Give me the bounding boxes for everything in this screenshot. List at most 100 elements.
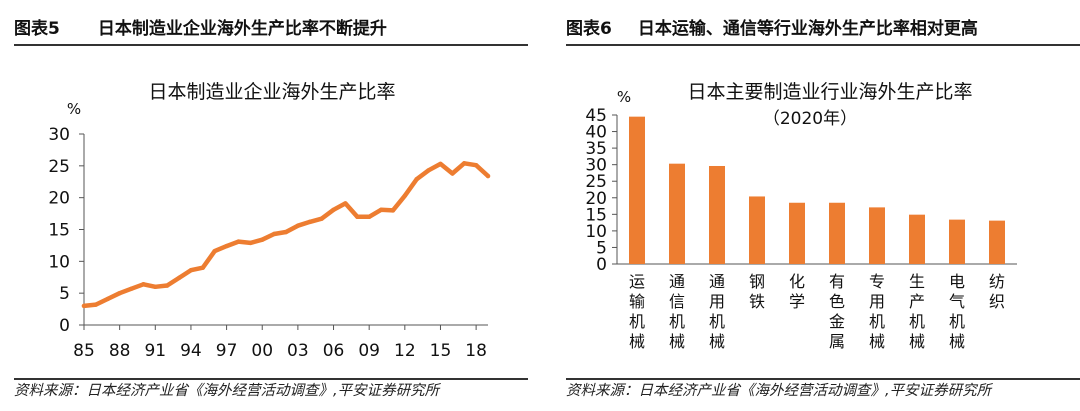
x-tick-label: 91: [144, 341, 166, 361]
line-data-point: [224, 243, 229, 249]
line-data-point: [366, 214, 372, 219]
category-label: 电气机械: [949, 272, 965, 351]
bar: [669, 163, 685, 264]
bar-chart-title: 日本主要制造业行业海外生产比率: [687, 81, 972, 103]
line-chart-title: 日本制造业企业海外生产比率: [148, 81, 395, 103]
x-tick-label: 88: [109, 341, 131, 361]
line-data-point: [188, 268, 194, 273]
line-data-point: [390, 208, 396, 213]
y-tick-label: 5: [59, 284, 70, 304]
line-data-point: [307, 219, 312, 225]
line-data-point: [485, 173, 491, 179]
x-tick-label: 94: [180, 341, 202, 361]
y-tick-label: 20: [585, 189, 607, 209]
figure-5-panel: 图表5 日本制造业企业海外生产比率不断提升 日本制造业企业海外生产比率 % 0 5 1…: [0, 0, 528, 411]
x-tick-label: 85: [73, 341, 95, 361]
category-label: 专用机械: [869, 272, 885, 351]
line-chart: 日本制造业企业海外生产比率 % 0 5 10 15 20 25 30 85 88 91 94 97 0…: [48, 81, 491, 361]
y-tick-label: 30: [48, 125, 70, 145]
category-label: 运输机械: [629, 272, 645, 351]
x-tick-label: 18: [465, 341, 487, 361]
line-data-point: [93, 302, 99, 307]
category-label: 生产机械: [909, 272, 925, 351]
line-chart-y-ticks: 0 5 10 15 20 25 30: [48, 125, 84, 336]
bar-chart-bars: [629, 116, 1005, 265]
category-label: 通用机械: [709, 272, 725, 351]
category-label: 有色金属: [829, 272, 845, 351]
line-chart-series: [81, 161, 491, 309]
y-tick-label: 30: [585, 156, 607, 176]
x-tick-label: 06: [323, 341, 345, 361]
y-tick-label: 35: [585, 139, 607, 159]
y-tick-label: 15: [585, 205, 607, 225]
line-data-point: [176, 275, 182, 281]
bar-chart-y-unit: %: [617, 88, 631, 106]
y-tick-label: 0: [59, 316, 70, 336]
x-tick-label: 12: [394, 341, 416, 361]
line-data-point: [343, 201, 348, 206]
bar: [789, 202, 805, 264]
line-data-point: [414, 177, 419, 182]
line-data-point: [462, 161, 467, 166]
y-tick-label: 40: [585, 123, 607, 143]
line-data-point: [402, 193, 408, 198]
bar-chart: 日本主要制造业行业海外生产比率 （2020年） % 05101520253035…: [585, 81, 1017, 351]
line-data-point: [355, 214, 360, 219]
line-data-point: [117, 290, 122, 296]
figure-6-source: 资料来源：日本经济产业省《海外经营活动调查》,平安证券研究所: [566, 378, 1080, 402]
figure-5-title: 日本制造业企业海外生产比率不断提升: [97, 19, 387, 39]
line-data-point: [331, 207, 336, 212]
x-tick-label: 09: [358, 341, 380, 361]
line-data-point: [153, 284, 158, 289]
bar: [909, 214, 925, 264]
line-chart-x-ticks: 85 88 91 94 97 00 03 06 09 12 15 18: [73, 325, 487, 361]
line-data-point: [164, 283, 170, 288]
y-tick-label: 25: [585, 172, 607, 192]
line-data-point: [319, 216, 324, 221]
category-label: 钢铁: [749, 272, 765, 311]
y-tick-label: 5: [596, 238, 607, 258]
line-data-point: [283, 229, 289, 235]
line-data-point: [248, 240, 253, 246]
line-data-point: [426, 168, 431, 173]
x-tick-label: 15: [430, 341, 452, 361]
y-tick-label: 10: [48, 252, 70, 272]
figure-6-number: 图表6: [566, 19, 612, 39]
line-data-point: [81, 303, 87, 309]
y-tick-label: 25: [48, 157, 70, 177]
figure-5-source: 资料来源：日本经济产业省《海外经营活动调查》,平安证券研究所: [14, 378, 528, 402]
category-label: 通信机械: [669, 272, 685, 351]
y-tick-label: 0: [596, 255, 607, 275]
bar: [989, 220, 1005, 264]
figure-6-title: 日本运输、通信等行业海外生产比率相对更高: [637, 19, 978, 39]
bar: [869, 207, 885, 264]
bar: [629, 116, 645, 265]
y-tick-label: 10: [585, 222, 607, 242]
bar: [749, 196, 765, 264]
figure-6-header: 图表6 日本运输、通信等行业海外生产比率相对更高: [566, 14, 1080, 46]
line-data-point: [295, 223, 301, 228]
bar: [949, 219, 965, 264]
y-tick-label: 45: [585, 106, 607, 126]
line-data-point: [378, 207, 384, 212]
line-data-point: [271, 231, 277, 237]
bar-chart-subtitle: （2020年）: [763, 109, 857, 129]
line-data-point: [129, 286, 134, 291]
figure-5-number: 图表5: [14, 19, 60, 39]
x-tick-label: 03: [287, 341, 309, 361]
figure-5-header: 图表5 日本制造业企业海外生产比率不断提升: [14, 14, 528, 46]
line-data-point: [450, 171, 455, 176]
line-chart-y-unit: %: [67, 100, 81, 118]
category-label: 纺织: [989, 272, 1005, 311]
line-data-point: [473, 162, 479, 168]
line-data-point: [105, 296, 110, 302]
y-tick-label: 15: [48, 221, 70, 241]
figure-6-panel: 图表6 日本运输、通信等行业海外生产比率相对更高 日本主要制造业行业海外生产比率 …: [552, 0, 1080, 411]
line-data-point: [438, 161, 443, 167]
line-data-point: [141, 282, 146, 287]
line-data-point: [212, 248, 217, 254]
x-tick-label: 00: [251, 341, 273, 361]
category-label: 化学: [789, 272, 805, 311]
